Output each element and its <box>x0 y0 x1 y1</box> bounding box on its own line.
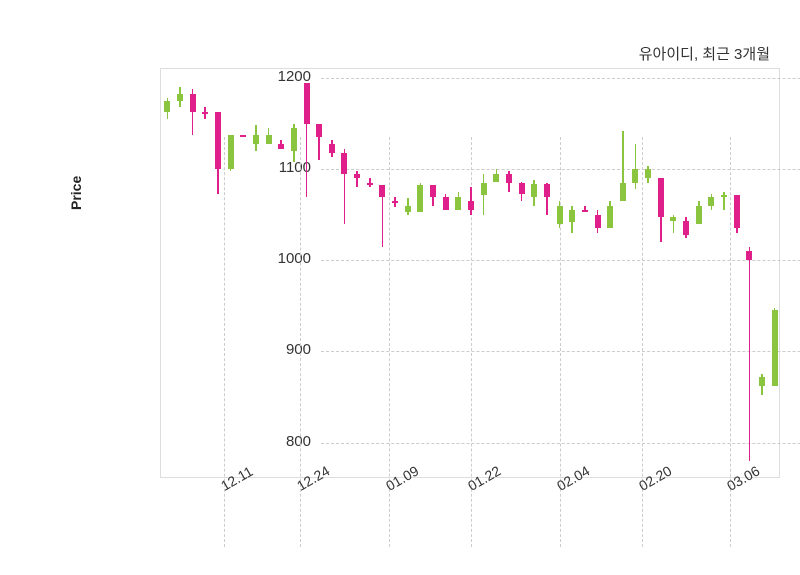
y-tick-label-1000: 1000 <box>256 250 311 267</box>
y-axis-label: Price <box>68 176 84 210</box>
plot-area[interactable]: 800 900 1000 1100 1200 <box>160 68 780 478</box>
chart-container: 유아이디, 최근 3개월 Price 800 900 1000 1100 1200 12… <box>0 0 800 575</box>
chart-title: 유아이디, 최근 3개월 <box>639 43 770 64</box>
y-tick-label-1100: 1100 <box>256 159 311 176</box>
y-tick-label-800: 800 <box>256 433 311 450</box>
gridline-horizontal-1200 <box>321 78 800 79</box>
y-tick-label-900: 900 <box>256 341 311 358</box>
